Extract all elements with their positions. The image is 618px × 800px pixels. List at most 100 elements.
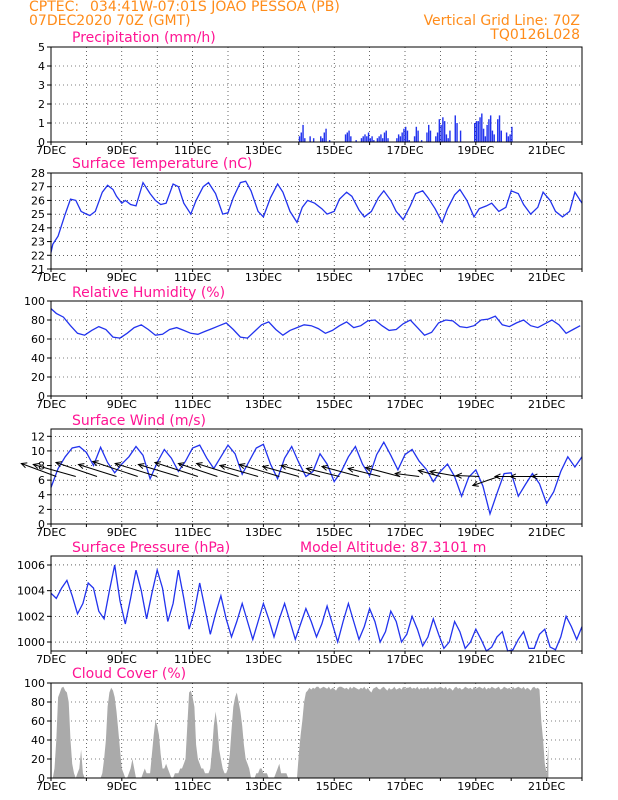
wind-arrow-head: [177, 462, 185, 469]
precipitation-bar: [321, 138, 324, 142]
x-tick-label: 11DEC: [174, 398, 211, 411]
wind-arrow-shaft: [280, 465, 321, 477]
y-tick-label: 20: [31, 371, 45, 384]
precipitation-bar: [505, 132, 508, 142]
plot-frame: [50, 300, 583, 397]
precipitation-bar: [323, 132, 325, 142]
y-tick-label: 2: [38, 98, 45, 111]
x-tick-label: 21DEC: [528, 271, 565, 284]
x-tick-label: 21DEC: [528, 780, 565, 793]
y-tick-label: 8: [38, 460, 45, 473]
precipitation-bar: [435, 136, 437, 142]
header-source: CPTEC:: [29, 0, 79, 15]
precipitation-bar: [474, 123, 476, 142]
precipitation-bar: [304, 138, 306, 142]
wind-title: Surface Wind (m/s): [72, 413, 206, 429]
precipitation-bar: [387, 138, 389, 142]
wind-arrow-shaft: [33, 464, 76, 477]
precipitation-bar: [413, 136, 416, 142]
y-tick-label: 0: [38, 390, 45, 403]
precipitation-bar: [378, 136, 380, 142]
precipitation-bar: [447, 138, 449, 142]
y-tick-label: 10: [31, 445, 45, 458]
wind-arrow-head: [32, 463, 40, 469]
precipitation-bar: [511, 126, 513, 142]
x-tick-label: 7DEC: [36, 144, 66, 157]
precipitation-bar: [493, 134, 495, 142]
precipitation-bar: [477, 121, 479, 142]
x-tick-label: 21DEC: [528, 653, 565, 666]
plot-frame: [50, 46, 583, 143]
precipitation-bar: [429, 130, 432, 142]
precipitation-bar: [438, 119, 441, 142]
wind-arrow-head: [530, 473, 538, 480]
precipitation-bar: [406, 130, 409, 142]
precipitation-bar: [350, 136, 352, 142]
precipitation-bar: [320, 136, 322, 142]
wind-arrow-shaft: [21, 463, 57, 477]
wind-arrow-head: [137, 463, 145, 469]
y-tick-label: 1004: [17, 585, 45, 598]
wind-arrow-head: [417, 468, 425, 475]
precipitation-bar: [344, 134, 347, 142]
wind-arrow-head: [455, 472, 463, 479]
y-tick-label: 0: [38, 772, 45, 785]
precipitation-bar: [481, 113, 483, 142]
x-tick-label: 11DEC: [174, 144, 211, 157]
precipitation-bar: [454, 115, 456, 142]
precipitation-bar: [507, 136, 510, 142]
wind-arrow-head: [471, 480, 479, 487]
wind-arrow-head: [20, 462, 28, 469]
x-tick-label: 9DEC: [107, 144, 137, 157]
x-tick-label: 17DEC: [386, 271, 423, 284]
series-line: [50, 564, 583, 652]
y-tick-label: 25: [31, 208, 45, 221]
wind-arrow-shaft: [472, 476, 499, 486]
plot-frame: [50, 172, 583, 270]
precipitation-bar: [482, 128, 485, 142]
precipitation-bar: [325, 128, 327, 142]
x-tick-label: 13DEC: [245, 271, 282, 284]
y-tick-label: 100: [24, 677, 45, 690]
x-tick-label: 11DEC: [174, 526, 211, 539]
y-tick-label: 80: [31, 314, 45, 327]
precipitation-bar: [383, 132, 386, 142]
precipitation-bar: [300, 132, 302, 142]
x-tick-label: 9DEC: [107, 398, 137, 411]
plot-frame: [50, 428, 583, 525]
precipitation-bar: [443, 121, 446, 142]
wind-arrow-head: [77, 463, 85, 469]
y-tick-label: 80: [31, 696, 45, 709]
wind-arrow-head: [428, 469, 437, 476]
precipitation-bar: [405, 126, 407, 142]
wind-arrow-shaft: [154, 462, 199, 477]
x-tick-label: 9DEC: [107, 271, 137, 284]
precipitation-bar: [366, 136, 368, 142]
precipitation-bar: [456, 123, 458, 142]
y-tick-label: 4: [38, 60, 45, 73]
x-tick-label: 17DEC: [386, 526, 423, 539]
wind-arrow-shaft: [196, 463, 239, 477]
wind-arrow-head: [195, 462, 203, 468]
precipitation-title: Precipitation (mm/h): [72, 30, 216, 46]
x-tick-label: 17DEC: [386, 780, 423, 793]
humidity-panel: Relative Humidity (%) 0 20 40 60 80 100 7DEC 9D…: [24, 285, 583, 411]
y-tick-label: 0: [38, 518, 45, 531]
x-tick-label: 19DEC: [457, 653, 494, 666]
precipitation-bar: [415, 126, 418, 142]
y-tick-label: 24: [31, 222, 45, 235]
precipitation-bar: [399, 136, 402, 142]
y-tick-label: 0: [38, 136, 45, 149]
wind-arrow-head: [394, 471, 401, 478]
y-tick-label: 1000: [17, 636, 45, 649]
precipitation-bar: [381, 138, 384, 142]
wind-arrow-head: [153, 461, 161, 468]
x-tick-label: 17DEC: [386, 653, 423, 666]
precipitation-bar: [367, 132, 370, 142]
x-tick-label: 15DEC: [316, 653, 353, 666]
x-tick-label: 17DEC: [386, 144, 423, 157]
wind-arrow-shaft: [138, 464, 179, 477]
precipitation-bar: [312, 138, 315, 142]
wind-arrow-head: [114, 462, 122, 468]
wind-arrow-head: [305, 466, 313, 473]
